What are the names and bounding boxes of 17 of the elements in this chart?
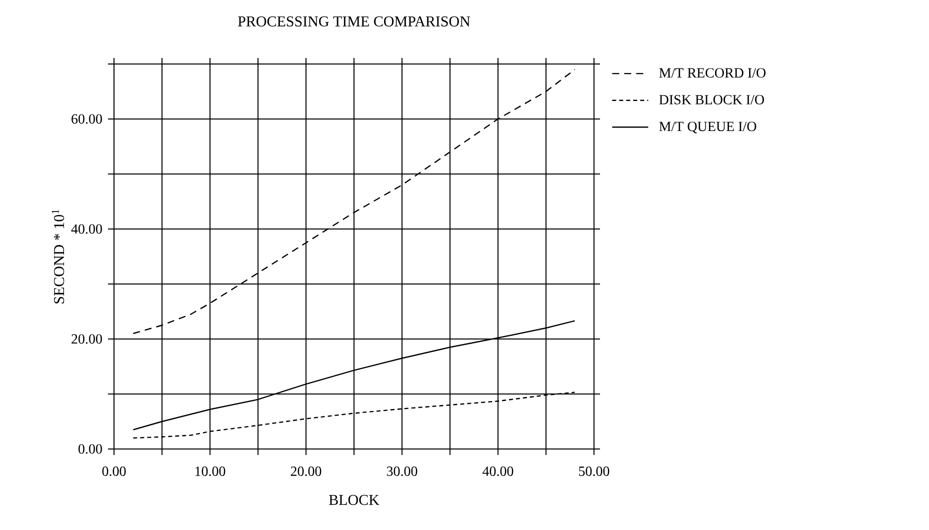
x-tick-label: 20.00 [290, 466, 322, 476]
x-tick-label: 10.00 [195, 466, 226, 476]
x-tick-label: 30.00 [386, 466, 418, 476]
x-tick-label: 40.00 [482, 466, 514, 476]
y-tick-label: 40.00 [71, 224, 102, 234]
x-tick-label: 0.00 [102, 466, 126, 476]
y-axis-title: SECOND * 10$^{1}$ [52, 210, 64, 304]
legend-label: M/T QUEUE I/O [659, 122, 756, 134]
line-series [132, 320, 576, 430]
x-tick-label: 50.00 [579, 466, 610, 476]
chart-title: PROCESSING TIME COMPARISON [238, 16, 470, 26]
y-tick-label: 20.00 [72, 334, 102, 344]
y-tick-label: 0.00 [78, 444, 102, 454]
y-tick-label: 60.00 [72, 114, 102, 124]
legend-label: M/T RECORD I/O [659, 68, 766, 78]
legend-label: DISK BLOCK I/O [659, 94, 764, 104]
x-axis-title: BLOCK [329, 494, 380, 505]
